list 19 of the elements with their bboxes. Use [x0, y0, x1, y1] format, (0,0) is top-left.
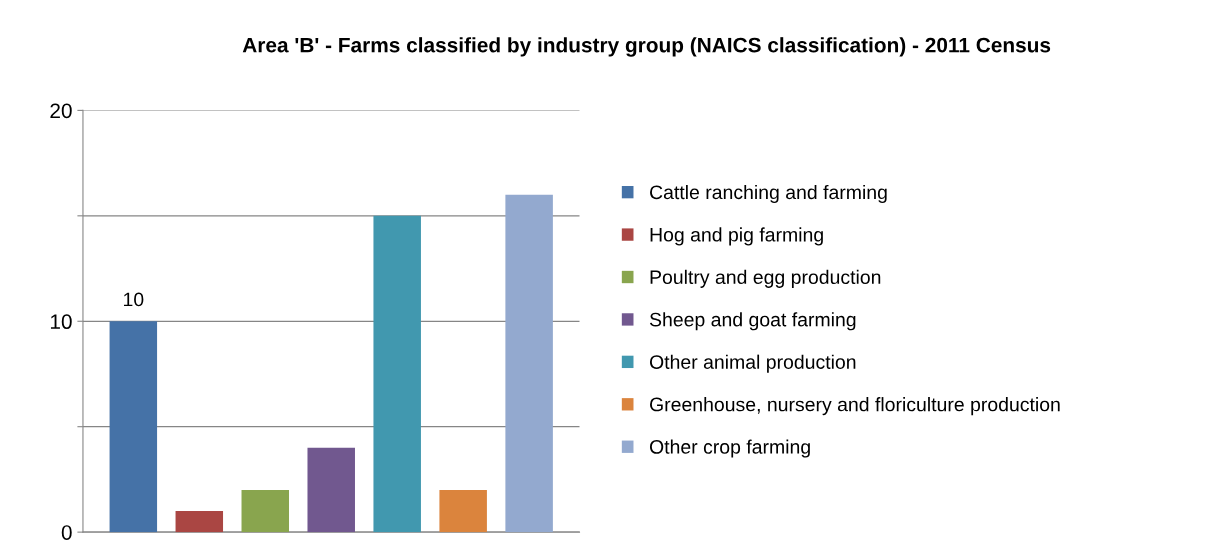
legend-label: Greenhouse, nursery and floriculture production: [650, 397, 1060, 416]
bar: [439, 489, 487, 533]
legend-label: Cattle ranching and farming: [650, 184, 887, 204]
y-tick-label: 0: [61, 525, 72, 540]
bar: [241, 489, 290, 533]
bar: [307, 447, 355, 533]
legend-label: Hog and pig farming: [650, 227, 823, 246]
bar: [175, 511, 224, 533]
y-tick-label: 10: [50, 314, 72, 330]
bar: [109, 321, 158, 533]
text: Area 'B' - Farms classified by industry group (NAICS classification) - 2011 Census: [242, 37, 1051, 57]
bar: [505, 194, 553, 533]
bar: [373, 215, 421, 533]
y-tick-label: 20: [50, 103, 72, 119]
legend-label: Poultry and egg production: [650, 269, 881, 288]
legend-label: Other animal production: [649, 354, 856, 373]
data-label: 10: [123, 292, 144, 307]
legend-label: Sheep and goat farming: [649, 312, 856, 331]
legend-label: Other crop farming: [649, 439, 810, 458]
